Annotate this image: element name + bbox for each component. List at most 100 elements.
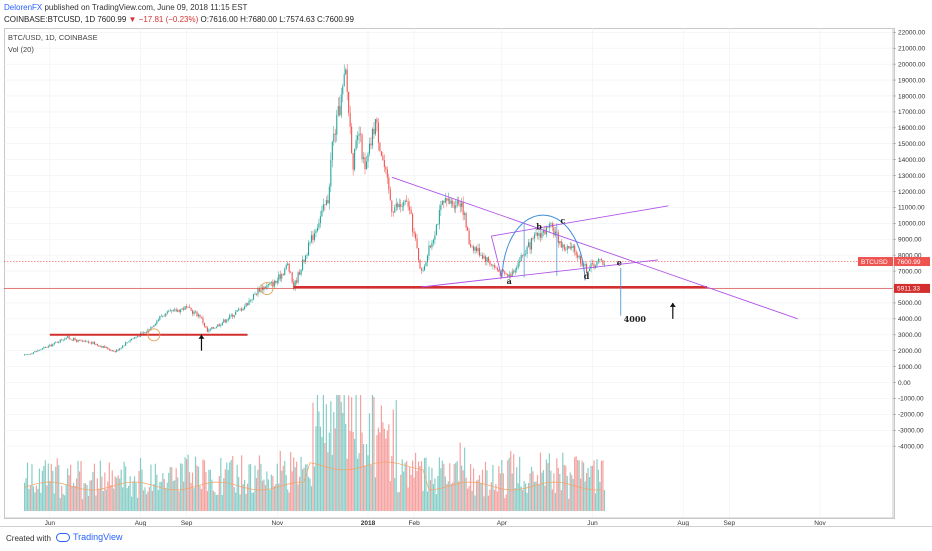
candle-body bbox=[89, 342, 91, 344]
x-tick-label: Sep bbox=[181, 520, 193, 527]
candle-body bbox=[322, 204, 324, 211]
volume-bar bbox=[148, 487, 151, 511]
volume-bar bbox=[410, 474, 412, 511]
volume-bar bbox=[495, 484, 497, 511]
candle-body bbox=[547, 227, 549, 228]
x-tick-label: Jun bbox=[45, 520, 56, 527]
candle-body bbox=[496, 267, 498, 270]
volume-bar bbox=[287, 489, 289, 511]
volume-bar bbox=[588, 477, 591, 511]
volume-bar bbox=[34, 492, 36, 511]
candle-body bbox=[43, 347, 45, 349]
tradingview-brand: TradingView bbox=[73, 532, 123, 542]
volume-bar bbox=[177, 477, 179, 511]
candle-body bbox=[187, 306, 189, 308]
candle-body bbox=[453, 205, 455, 209]
volume-bar bbox=[565, 465, 567, 511]
candle-body bbox=[177, 310, 179, 312]
candle-body bbox=[52, 344, 54, 347]
candle-body bbox=[199, 314, 201, 318]
candle-body bbox=[180, 309, 182, 313]
candle-body bbox=[233, 314, 235, 317]
candle-body bbox=[514, 269, 516, 273]
candle-body bbox=[392, 211, 394, 213]
volume-bar bbox=[310, 486, 313, 511]
candle-body bbox=[142, 332, 145, 334]
volume-bar bbox=[105, 489, 107, 511]
y-tick-label: 21000.00 bbox=[898, 46, 925, 53]
volume-bar bbox=[160, 481, 162, 511]
volume-bar bbox=[510, 450, 512, 511]
y-tick-label: 9000.00 bbox=[898, 237, 922, 244]
candle-body bbox=[492, 265, 494, 266]
author-link[interactable]: DelorenFX bbox=[4, 3, 43, 12]
volume-bar bbox=[450, 483, 452, 511]
volume-bar bbox=[96, 478, 98, 511]
volume-bar bbox=[169, 467, 171, 511]
candle-body bbox=[339, 106, 341, 116]
candle-body bbox=[141, 332, 143, 334]
candle-body bbox=[47, 346, 49, 348]
x-tick-label: Aug bbox=[135, 520, 147, 527]
volume-bar bbox=[440, 468, 442, 511]
volume-bar bbox=[299, 476, 301, 511]
candle-body bbox=[418, 248, 420, 261]
candle-body bbox=[382, 155, 384, 161]
candle-body bbox=[166, 311, 168, 314]
candle-body bbox=[220, 324, 222, 326]
candle-body bbox=[205, 326, 207, 328]
volume-bar bbox=[446, 484, 448, 511]
candle-body bbox=[532, 237, 534, 239]
candle-body bbox=[490, 264, 492, 266]
candle-body bbox=[477, 248, 479, 252]
volume-bar bbox=[135, 482, 137, 511]
touch-circle-2 bbox=[260, 282, 274, 296]
volume-bar bbox=[437, 475, 439, 511]
volume-bar bbox=[130, 496, 133, 511]
tradingview-logo[interactable]: TradingView bbox=[56, 532, 123, 543]
candle-body bbox=[186, 306, 188, 308]
candle-body bbox=[331, 141, 333, 161]
volume-bar bbox=[217, 494, 219, 511]
candle-body bbox=[58, 342, 60, 344]
volume-bar bbox=[529, 473, 531, 511]
volume-bar bbox=[246, 483, 249, 511]
volume-bar bbox=[297, 484, 299, 511]
volume-bar bbox=[542, 470, 545, 511]
candle-body bbox=[458, 200, 460, 204]
candle-body bbox=[531, 237, 533, 250]
candle-body bbox=[125, 342, 127, 346]
candle-body bbox=[511, 271, 513, 277]
candle-body bbox=[400, 203, 402, 207]
volume-bar bbox=[227, 469, 229, 511]
volume-bar bbox=[325, 404, 327, 511]
candle-body bbox=[190, 307, 192, 311]
candle-body bbox=[224, 319, 226, 323]
volume-bar bbox=[319, 426, 322, 511]
candle-body bbox=[602, 260, 604, 265]
volume-bar bbox=[126, 488, 128, 511]
candle-body bbox=[471, 246, 473, 248]
candle-body bbox=[153, 325, 155, 328]
volume-bar bbox=[380, 405, 382, 511]
volume-bar bbox=[403, 471, 405, 511]
volume-bar bbox=[422, 490, 424, 511]
volume-bar bbox=[111, 470, 113, 511]
candle-body bbox=[536, 232, 539, 236]
candle-body bbox=[244, 306, 246, 309]
candle-body bbox=[383, 160, 385, 168]
candle-body bbox=[580, 256, 582, 264]
candle-body bbox=[498, 269, 500, 272]
candle-body bbox=[584, 263, 586, 266]
volume-bar bbox=[120, 469, 122, 511]
candle-body bbox=[385, 167, 387, 170]
volume-bar bbox=[110, 485, 112, 511]
volume-bar bbox=[235, 492, 237, 511]
volume-bar bbox=[571, 474, 573, 511]
volume-bar bbox=[539, 452, 542, 511]
candle-body bbox=[132, 338, 134, 339]
candle-body bbox=[462, 202, 464, 215]
candle-body bbox=[358, 133, 360, 136]
candle-body bbox=[318, 223, 320, 228]
